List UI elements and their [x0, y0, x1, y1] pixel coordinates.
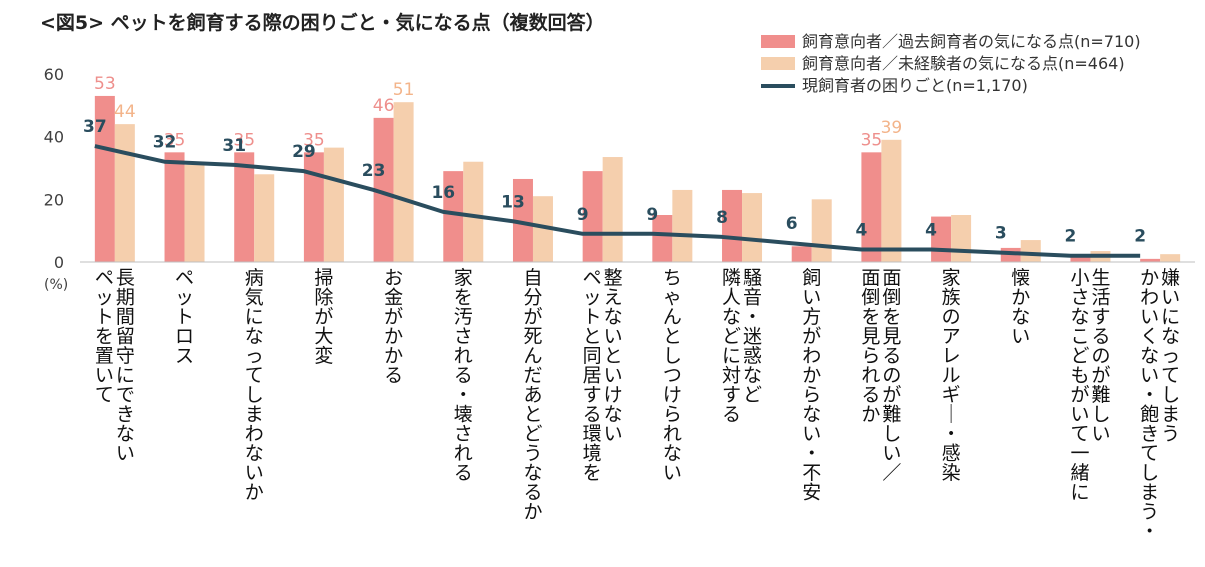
- category-label: 病気になってしまわないか: [245, 267, 264, 504]
- y-tick-label: 0: [54, 253, 64, 272]
- category-label: 懐かない: [1011, 267, 1030, 348]
- legend: 飼育意向者／過去飼育者の気になる点(n=710) 飼育意向者／未経験者の気になる…: [761, 32, 1141, 95]
- data-label-series-3: 9: [577, 205, 589, 225]
- y-tick-label: 60: [44, 65, 64, 84]
- category-label: 小さなこどもがいて一緒に: [1070, 267, 1089, 504]
- data-label-series-3: 2: [1065, 227, 1077, 247]
- bar-series-1: [303, 152, 324, 262]
- bar-series-2: [1020, 240, 1041, 262]
- bar-series-1: [861, 152, 882, 262]
- data-label-series-1: 53: [94, 74, 116, 94]
- y-axis: 0 20 40 60: [44, 65, 64, 272]
- data-label-series-3: 37: [83, 117, 107, 137]
- bar-series-1: [722, 189, 743, 262]
- y-axis-unit: (%): [44, 277, 68, 293]
- bar-series-1: [791, 246, 812, 262]
- bar-series-1: [582, 171, 603, 262]
- bar-series-1: [512, 178, 533, 262]
- data-label-series-3: 4: [855, 220, 867, 240]
- bar-series-1: [1070, 257, 1091, 262]
- bar-series-1: [1140, 258, 1161, 262]
- category-label: 面倒を見るのが難しい／: [882, 267, 901, 484]
- bar-series-2: [1160, 254, 1181, 262]
- category-label: 自分が死んだあとどうなるか: [523, 267, 542, 523]
- legend-swatch-series-2: [761, 57, 795, 70]
- bar-series-2: [742, 193, 763, 262]
- bar-series-1: [94, 95, 115, 262]
- bar-series-2: [114, 124, 135, 262]
- category-label: 家を汚される・壊される: [454, 267, 473, 484]
- data-label-series-1: 35: [164, 130, 186, 150]
- bar-series-2: [951, 215, 972, 262]
- data-label-series-3: 32: [153, 133, 177, 153]
- category-label: 隣人などに対する: [722, 267, 741, 426]
- data-label-series-1: 35: [233, 130, 255, 150]
- data-label-series-3: 29: [292, 142, 316, 162]
- data-label-series-3: 3: [995, 224, 1007, 244]
- bar-series-2: [602, 157, 623, 262]
- bar-series-2: [672, 189, 693, 262]
- chart-title: <図5> ペットを飼育する際の困りごと・気になる点（複数回答）: [40, 11, 605, 34]
- category-label: 長期間留守にできない: [116, 267, 135, 465]
- bar-series-2: [393, 102, 414, 262]
- bar-series-2: [811, 199, 832, 262]
- legend-label-series-1: 飼育意向者／過去飼育者の気になる点(n=710): [802, 32, 1141, 51]
- category-label: 整えないといけない: [604, 267, 623, 445]
- category-label: ペットと同居する環境を: [583, 267, 602, 484]
- data-label-series-2: 44: [114, 102, 136, 122]
- data-label-series-3: 4: [925, 220, 937, 240]
- category-label: 掃除が大変: [314, 267, 333, 367]
- category-label: 面倒を見られるか: [861, 267, 880, 426]
- line-series: [94, 144, 1141, 258]
- data-label-series-2: 51: [393, 80, 415, 100]
- data-label-series-3: 16: [431, 183, 455, 203]
- bar-series-1: [373, 117, 394, 262]
- data-label-series-1: 35: [861, 130, 883, 150]
- bars: [94, 95, 1181, 262]
- data-label-series-3: 23: [362, 161, 386, 181]
- bar-series-1: [234, 152, 255, 262]
- bar-series-1: [164, 152, 185, 262]
- bar-series-2: [463, 161, 484, 262]
- category-label: 飼い方がわからない・不安: [802, 267, 821, 504]
- bar-series-2: [532, 196, 553, 262]
- category-label: 生活するのが難しい: [1091, 267, 1110, 445]
- y-tick-label: 40: [44, 128, 64, 147]
- data-label-series-3: 6: [786, 214, 798, 234]
- data-label-series-1: 35: [303, 130, 325, 150]
- legend-swatch-series-1: [761, 35, 795, 48]
- bar-series-2: [184, 164, 205, 262]
- line-series-3: [94, 144, 1141, 258]
- legend-label-series-3: 現飼育者の困りごと(n=1,170): [802, 76, 1028, 95]
- data-label-series-3: 2: [1134, 227, 1146, 247]
- category-label: 嫌いになってしまう: [1161, 267, 1180, 445]
- data-label-series-2: 39: [881, 118, 903, 138]
- data-label-series-3: 13: [501, 192, 525, 212]
- category-label: ペットロス: [175, 267, 194, 367]
- bar-series-2: [323, 147, 344, 262]
- category-label: 騒音・迷惑など: [743, 267, 762, 406]
- category-label: 家族のアレルギ｜・感染: [942, 267, 961, 484]
- data-label-series-3: 31: [222, 136, 246, 156]
- category-label: かわいくない・飽きてしまう・: [1140, 267, 1159, 543]
- data-label-series-1: 46: [373, 96, 395, 116]
- category-label: お金がかかる: [384, 267, 403, 387]
- bar-series-1: [443, 171, 464, 262]
- bar-series-1: [652, 215, 673, 262]
- data-label-series-3: 9: [646, 205, 658, 225]
- data-label-series-3: 8: [716, 208, 728, 228]
- category-label: ペットを置いて: [95, 267, 114, 406]
- bar-series-2: [881, 139, 902, 262]
- y-tick-label: 20: [44, 190, 64, 209]
- bar-series-2: [254, 174, 275, 262]
- category-label: ちゃんとしつけられない: [663, 267, 682, 484]
- legend-label-series-2: 飼育意向者／未経験者の気になる点(n=464): [802, 54, 1125, 73]
